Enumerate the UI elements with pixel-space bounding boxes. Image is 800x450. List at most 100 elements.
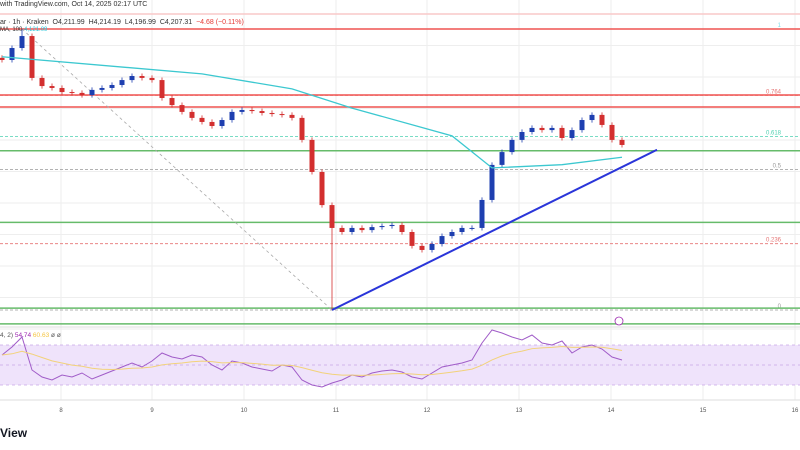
symbol-label: ar · 1h · Kraken [0, 19, 49, 26]
x-tick-label: 16 [792, 408, 799, 414]
candle-body [509, 139, 515, 153]
ohlc-legend: ar · 1h · Kraken O4,211.99 H4,214.19 L4,… [0, 19, 244, 26]
candle-body [479, 199, 485, 228]
fib-anchor-line [21, 28, 333, 311]
candle-body [439, 236, 445, 244]
candle-body [259, 111, 265, 113]
x-tick-label: 12 [424, 408, 431, 414]
candle-body [99, 87, 105, 90]
fib-label: 0.618 [766, 130, 782, 136]
candle-body [529, 127, 535, 132]
candle-body [109, 84, 115, 88]
high-value: H4,214.19 [88, 19, 121, 26]
candle-body [159, 80, 165, 99]
candle-body [229, 111, 235, 121]
rsi-signal-line [1, 345, 623, 376]
rsi-value: 54.74 [14, 332, 32, 339]
open-value: O4,211.99 [52, 19, 85, 26]
candle-body [69, 92, 75, 94]
candle-body [119, 80, 125, 85]
event-marker-icon [614, 316, 624, 326]
candle-body [589, 114, 595, 121]
candle-body [309, 139, 315, 172]
ma-legend: MA, 100 4,121.09 [0, 27, 47, 33]
low-value: L4,196.99 [124, 19, 156, 26]
rsi-params: 4, 2) [0, 332, 14, 339]
x-tick-label: 15 [700, 408, 707, 414]
rsi-extra-1: ø [51, 332, 55, 339]
candle-body [269, 112, 275, 115]
x-tick-label: 8 [59, 408, 63, 414]
tradingview-brand: View [0, 426, 28, 440]
candle-body [429, 243, 435, 250]
candle-body [499, 152, 505, 165]
change-value: −4.68 (−0.11%) [196, 19, 244, 26]
x-tick-label: 14 [608, 408, 615, 414]
ma-label: MA, 100 [0, 27, 23, 33]
candle-body [539, 127, 545, 131]
candle-body [129, 76, 135, 81]
candle-body [549, 127, 555, 131]
candle-body [349, 227, 355, 233]
candle-body [219, 120, 225, 127]
candle-body [519, 131, 525, 140]
candle-body [149, 77, 155, 81]
candle-body [329, 205, 335, 228]
candle-body [179, 105, 185, 112]
candle-body [369, 227, 375, 231]
candle-body [209, 121, 215, 127]
candle-body [279, 114, 285, 116]
candle-body [459, 227, 465, 233]
candle-body [389, 224, 395, 227]
candle-body [609, 124, 615, 140]
candle-body [359, 227, 365, 231]
published-credit: with TradingView.com, Oct 14, 2025 02:17… [0, 1, 148, 8]
candle-body [189, 111, 195, 118]
x-tick-label: 13 [516, 408, 523, 414]
fib-label: 0.236 [766, 238, 782, 244]
fib-label: 0 [778, 304, 782, 310]
candle-body [199, 117, 205, 122]
rsi-signal-value: 60.63 [32, 332, 50, 339]
moving-average-line [1, 56, 623, 169]
candle-body [449, 232, 455, 237]
candle-body [339, 227, 345, 233]
ascending-trendline [331, 148, 658, 311]
candle-body [489, 164, 495, 200]
candle-body [49, 86, 55, 88]
candle-body [559, 127, 565, 138]
x-tick-label: 10 [241, 408, 248, 414]
candle-body [59, 87, 65, 93]
candle-body [29, 36, 35, 78]
fib-label: 0.5 [773, 164, 782, 170]
candle-body [619, 139, 625, 145]
x-tick-label: 11 [333, 408, 340, 414]
candle-body [239, 109, 245, 112]
candle-body [399, 224, 405, 233]
candle-body [419, 245, 425, 250]
candle-body [289, 114, 295, 118]
candle-body [569, 130, 575, 138]
fib-label: 0.764 [766, 89, 782, 95]
candle-body [249, 109, 255, 112]
candle-body [579, 120, 585, 131]
candle-body [39, 77, 45, 87]
candle-body [169, 98, 175, 106]
candle-body [19, 36, 25, 49]
rsi-legend: 4, 2) 54.74 60.63 ø ø [0, 332, 61, 339]
candle-body [409, 232, 415, 246]
candle-body [79, 92, 85, 96]
candle-body [599, 114, 605, 125]
candle-body [469, 227, 475, 229]
candle-body [89, 89, 95, 96]
rsi-extra-2: ø [56, 332, 61, 339]
candle-body [299, 117, 305, 140]
candle-body [9, 48, 15, 60]
candle-body [0, 57, 5, 60]
rsi-line [1, 329, 623, 388]
fib-label: 1 [778, 23, 782, 29]
candle-body [319, 171, 325, 206]
x-tick-label: 9 [150, 408, 154, 414]
candle-body [139, 76, 145, 78]
